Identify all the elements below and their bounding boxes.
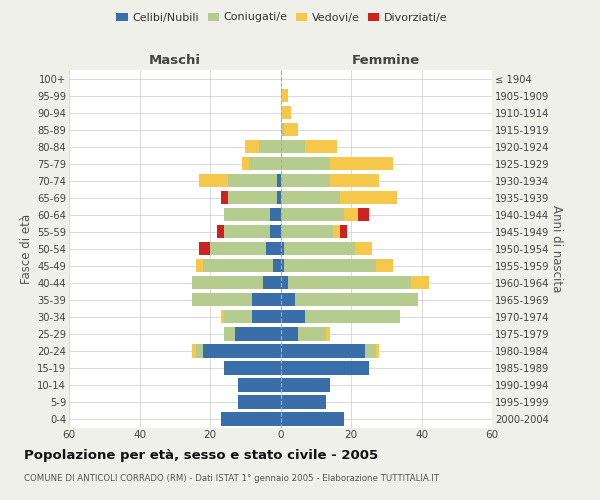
Bar <box>221 191 227 204</box>
Text: Popolazione per età, sesso e stato civile - 2005: Popolazione per età, sesso e stato civil… <box>24 449 378 462</box>
Bar <box>281 412 344 426</box>
Bar <box>376 344 379 358</box>
Bar <box>284 259 376 272</box>
Legend: Celibi/Nubili, Coniugati/e, Vedovi/e, Divorziati/e: Celibi/Nubili, Coniugati/e, Vedovi/e, Di… <box>112 8 452 27</box>
Bar <box>238 396 281 408</box>
Bar <box>245 140 259 153</box>
Bar <box>355 242 372 256</box>
Bar <box>253 310 281 324</box>
Bar <box>196 259 203 272</box>
Text: Maschi: Maschi <box>149 54 201 68</box>
Bar <box>281 174 330 188</box>
Bar <box>199 174 227 188</box>
Bar <box>344 208 358 222</box>
Bar <box>238 378 281 392</box>
Bar <box>277 174 281 188</box>
Bar <box>281 191 340 204</box>
Y-axis label: Fasce di età: Fasce di età <box>20 214 33 284</box>
Bar <box>284 242 355 256</box>
Bar <box>330 174 379 188</box>
Bar <box>224 362 281 374</box>
Bar <box>358 208 368 222</box>
Bar <box>249 157 281 170</box>
Bar <box>266 242 281 256</box>
Bar <box>221 310 224 324</box>
Bar <box>281 89 287 102</box>
Bar <box>281 242 284 256</box>
Bar <box>224 327 235 340</box>
Bar <box>193 276 263 289</box>
Bar <box>334 225 340 238</box>
Bar <box>281 327 298 340</box>
Bar <box>227 174 277 188</box>
Bar <box>326 327 330 340</box>
Bar <box>281 378 330 392</box>
Bar <box>281 225 334 238</box>
Text: Femmine: Femmine <box>352 54 421 68</box>
Bar <box>281 310 305 324</box>
Bar <box>259 140 281 153</box>
Bar <box>287 276 411 289</box>
Bar <box>224 208 270 222</box>
Bar <box>253 293 281 306</box>
Bar <box>340 191 397 204</box>
Bar <box>340 225 347 238</box>
Bar <box>295 293 418 306</box>
Bar <box>242 157 249 170</box>
Text: COMUNE DI ANTICOLI CORRADO (RM) - Dati ISTAT 1° gennaio 2005 - Elaborazione TUTT: COMUNE DI ANTICOLI CORRADO (RM) - Dati I… <box>24 474 439 483</box>
Bar <box>281 293 295 306</box>
Bar <box>284 123 298 136</box>
Bar <box>263 276 281 289</box>
Bar <box>281 276 287 289</box>
Bar <box>281 106 291 119</box>
Bar <box>281 259 284 272</box>
Bar <box>199 242 210 256</box>
Bar <box>411 276 428 289</box>
Bar <box>224 225 270 238</box>
Bar <box>305 140 337 153</box>
Bar <box>281 208 344 222</box>
Bar <box>235 327 281 340</box>
Bar <box>221 412 281 426</box>
Y-axis label: Anni di nascita: Anni di nascita <box>550 205 563 292</box>
Bar <box>227 191 277 204</box>
Bar <box>196 344 203 358</box>
Bar <box>281 344 365 358</box>
Bar <box>281 157 330 170</box>
Bar <box>298 327 326 340</box>
Bar <box>365 344 376 358</box>
Bar <box>281 123 284 136</box>
Bar <box>281 362 368 374</box>
Bar <box>193 344 196 358</box>
Bar <box>217 225 224 238</box>
Bar <box>193 293 253 306</box>
Bar <box>203 344 281 358</box>
Bar <box>274 259 281 272</box>
Bar <box>330 157 394 170</box>
Bar <box>277 191 281 204</box>
Bar <box>203 259 274 272</box>
Bar <box>270 208 281 222</box>
Bar <box>376 259 394 272</box>
Bar <box>281 396 326 408</box>
Bar <box>270 225 281 238</box>
Bar <box>224 310 253 324</box>
Bar <box>210 242 266 256</box>
Bar <box>305 310 400 324</box>
Bar <box>281 140 305 153</box>
